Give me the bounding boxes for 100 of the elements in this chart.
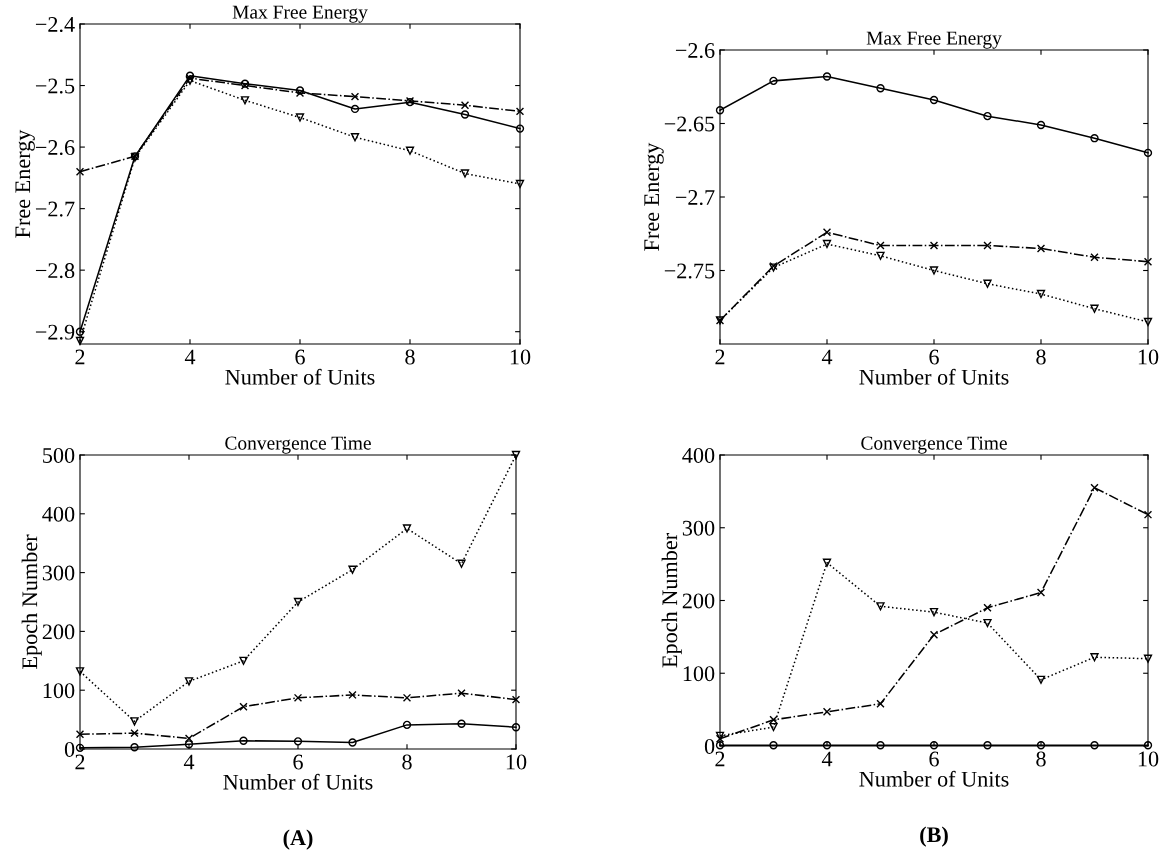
point: [350, 104, 360, 114]
point: [350, 92, 360, 101]
point: [769, 741, 778, 750]
point: [1036, 741, 1046, 750]
point: [348, 690, 357, 700]
point: [1143, 510, 1153, 519]
y-tick-label: −2.75: [664, 263, 715, 279]
point: [511, 723, 521, 732]
point: [293, 737, 303, 746]
x-tick-label: 8: [402, 754, 412, 770]
y-tick-label: 300: [42, 565, 75, 581]
point: [457, 559, 466, 568]
point: [75, 667, 85, 676]
y-tick-label: −2.9: [35, 324, 75, 340]
point: [239, 736, 248, 745]
x-axis-title: Number of Units: [223, 773, 373, 790]
y-tick-label: −2.7: [675, 189, 715, 206]
point: [402, 693, 412, 703]
point: [1090, 253, 1099, 262]
x-tick-label: 6: [929, 751, 939, 767]
point: [402, 720, 412, 730]
x-tick-label: 4: [184, 349, 196, 365]
chart-title: Convergence Time: [861, 436, 1007, 454]
point: [348, 565, 357, 574]
point: [822, 558, 832, 567]
point: [769, 722, 778, 732]
point: [1090, 304, 1099, 313]
x-tick-label: 2: [75, 754, 85, 770]
point: [876, 251, 885, 260]
point: [929, 266, 939, 275]
point: [1036, 675, 1046, 684]
point: [983, 111, 992, 121]
point: [876, 741, 885, 750]
point: [822, 239, 832, 249]
y-axis-title: Epoch Number: [21, 534, 42, 669]
point: [184, 677, 194, 686]
point: [715, 106, 725, 115]
point: [239, 702, 248, 711]
x-tick-label: 10: [510, 349, 531, 365]
y-tick-label: 300: [682, 520, 715, 536]
point: [1036, 588, 1046, 597]
point: [1090, 134, 1099, 143]
point: [822, 741, 832, 750]
y-tick-label: 0: [704, 738, 715, 754]
x-tick-label: 2: [715, 349, 725, 365]
point: [715, 734, 725, 743]
text: (A): [283, 829, 313, 850]
point: [1143, 654, 1153, 663]
point: [515, 179, 525, 189]
point: [1090, 741, 1099, 750]
x-tick-label: 2: [75, 349, 85, 365]
point: [75, 730, 85, 739]
y-axis-title: Free Energy: [644, 142, 664, 251]
x-tick-label: 6: [293, 754, 303, 770]
y-tick-label: 200: [42, 624, 75, 640]
y-tick-label: −2.65: [664, 116, 715, 132]
y-tick-label: −2.6: [675, 42, 715, 59]
point: [715, 741, 725, 750]
x-tick-label: 6: [295, 349, 305, 365]
point: [405, 146, 415, 155]
x-tick-label: 4: [821, 751, 833, 767]
chart-title: Max Free Energy: [866, 31, 1002, 49]
point: [983, 741, 992, 750]
point: [130, 743, 139, 752]
point: [929, 607, 939, 617]
point: [293, 597, 303, 607]
point: [769, 715, 778, 724]
text: (B): [920, 826, 948, 847]
point: [75, 327, 85, 336]
y-tick-label: 400: [682, 447, 715, 463]
point: [876, 699, 885, 708]
point: [240, 96, 250, 105]
point: [983, 241, 992, 250]
point: [929, 741, 939, 750]
point: [295, 113, 305, 122]
point: [1090, 483, 1099, 492]
y-tick-label: −2.4: [35, 16, 75, 33]
y-tick-label: 200: [682, 593, 715, 609]
x-tick-label: 4: [183, 754, 195, 770]
point: [515, 124, 525, 133]
y-tick-label: 100: [43, 683, 75, 699]
y-tick-label: 100: [683, 666, 715, 682]
point: [457, 719, 466, 728]
point: [515, 107, 525, 116]
point: [876, 602, 885, 611]
x-tick-label: 10: [1138, 751, 1159, 767]
point: [130, 728, 139, 738]
y-tick-label: 500: [43, 447, 75, 463]
point: [1036, 289, 1046, 299]
y-axis-title: Epoch Number: [661, 533, 682, 668]
y-tick-label: 0: [64, 741, 75, 757]
point: [75, 167, 85, 176]
x-axis-title: Number of Units: [859, 368, 1009, 385]
point: [348, 738, 357, 747]
point: [1143, 148, 1153, 158]
x-tick-label: 10: [506, 754, 527, 770]
point: [1143, 257, 1153, 266]
x-tick-label: 8: [1036, 349, 1046, 365]
point: [460, 169, 470, 178]
point: [822, 228, 832, 237]
